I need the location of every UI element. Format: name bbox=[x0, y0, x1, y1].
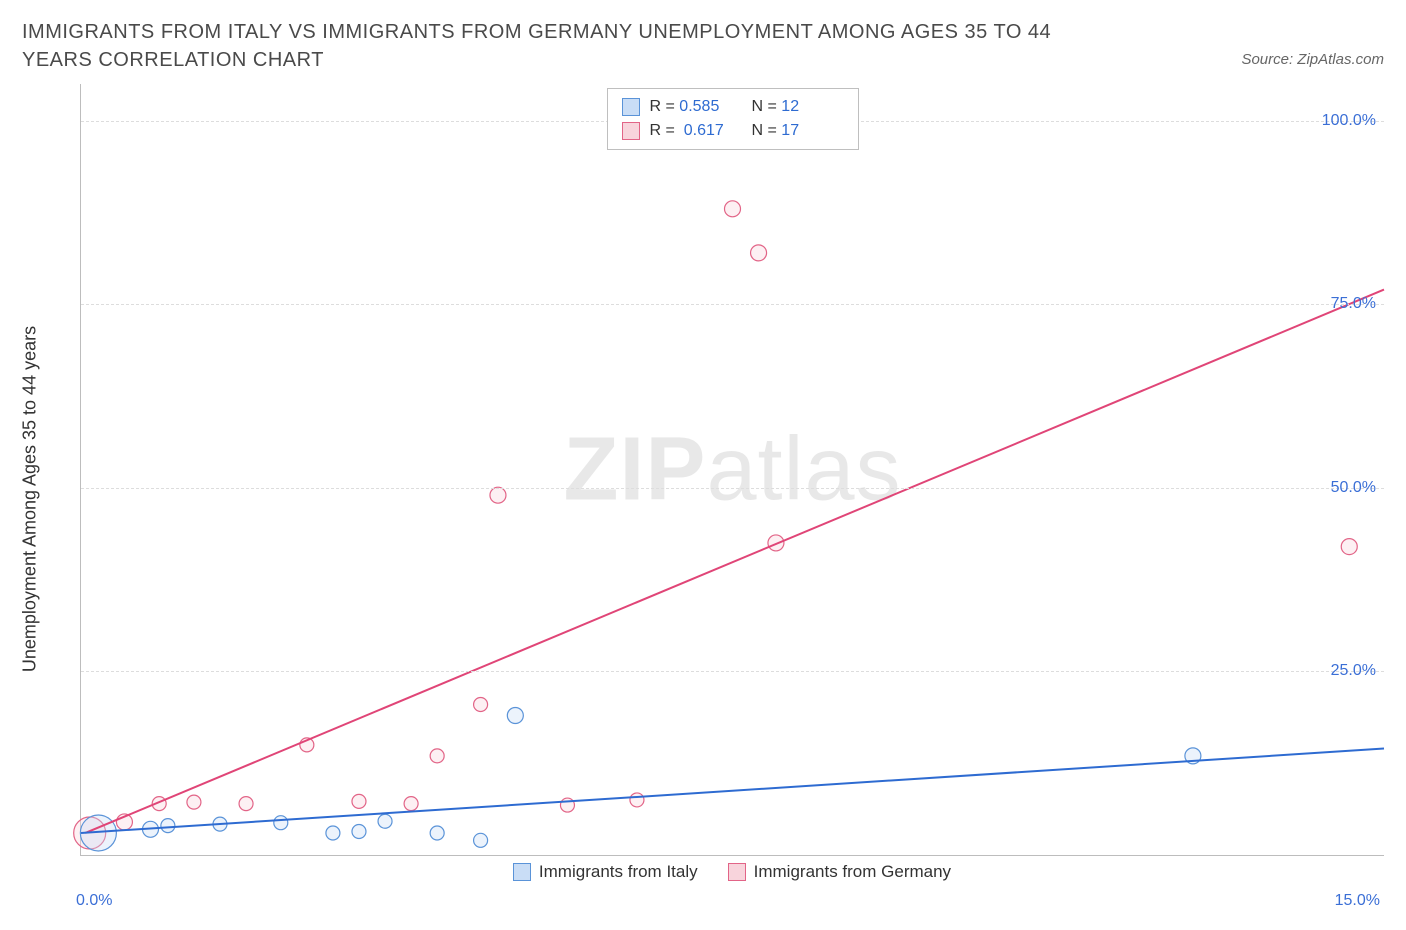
data-point bbox=[326, 826, 340, 840]
n-label: N = bbox=[752, 122, 777, 139]
series-legend: Immigrants from Italy Immigrants from Ge… bbox=[80, 862, 1384, 882]
gridline bbox=[81, 671, 1384, 672]
legend-italy-label: Immigrants from Italy bbox=[539, 862, 698, 882]
data-point bbox=[404, 797, 418, 811]
gridline bbox=[81, 304, 1384, 305]
data-point bbox=[352, 825, 366, 839]
y-tick-label: 25.0% bbox=[1331, 662, 1376, 680]
scatter-svg bbox=[81, 84, 1384, 855]
stats-row-italy: R = 0.585 N = 12 bbox=[622, 95, 844, 119]
gridline bbox=[81, 488, 1384, 489]
data-point bbox=[161, 819, 175, 833]
legend-item-germany: Immigrants from Germany bbox=[728, 862, 951, 882]
data-point bbox=[1341, 539, 1357, 555]
chart-area: Unemployment Among Ages 35 to 44 years Z… bbox=[22, 84, 1384, 914]
germany-r-value: 0.617 bbox=[684, 119, 738, 143]
chart-container: IMMIGRANTS FROM ITALY VS IMMIGRANTS FROM… bbox=[0, 0, 1406, 930]
data-point bbox=[630, 793, 644, 807]
trend-line bbox=[81, 749, 1384, 833]
germany-swatch-icon bbox=[622, 122, 640, 140]
data-point bbox=[474, 697, 488, 711]
data-point bbox=[187, 795, 201, 809]
italy-swatch-icon bbox=[622, 98, 640, 116]
germany-n-value: 17 bbox=[781, 119, 835, 143]
header-row: IMMIGRANTS FROM ITALY VS IMMIGRANTS FROM… bbox=[22, 18, 1384, 74]
y-axis-label: Unemployment Among Ages 35 to 44 years bbox=[20, 326, 41, 672]
n-label: N = bbox=[752, 98, 777, 115]
y-tick-label: 50.0% bbox=[1331, 479, 1376, 497]
italy-n-value: 12 bbox=[781, 95, 835, 119]
data-point bbox=[768, 535, 784, 551]
italy-swatch-icon bbox=[513, 863, 531, 881]
data-point bbox=[378, 814, 392, 828]
data-point bbox=[507, 707, 523, 723]
data-point bbox=[239, 797, 253, 811]
stats-row-germany: R = 0.617 N = 17 bbox=[622, 119, 844, 143]
germany-swatch-icon bbox=[728, 863, 746, 881]
data-point bbox=[352, 794, 366, 808]
data-point bbox=[274, 816, 288, 830]
x-tick-min: 0.0% bbox=[76, 892, 112, 910]
data-point bbox=[725, 201, 741, 217]
correlation-stats-box: R = 0.585 N = 12 R = 0.617 N = 17 bbox=[607, 88, 859, 150]
y-tick-label: 100.0% bbox=[1322, 112, 1376, 130]
plot-region: ZIPatlas R = 0.585 N = 12 R = 0.617 N = … bbox=[80, 84, 1384, 856]
chart-title: IMMIGRANTS FROM ITALY VS IMMIGRANTS FROM… bbox=[22, 18, 1122, 74]
source-attribution: Source: ZipAtlas.com bbox=[1241, 51, 1384, 68]
r-label: R = bbox=[650, 98, 675, 115]
data-point bbox=[430, 826, 444, 840]
x-axis-region: Immigrants from Italy Immigrants from Ge… bbox=[80, 856, 1384, 914]
legend-item-italy: Immigrants from Italy bbox=[513, 862, 698, 882]
italy-r-value: 0.585 bbox=[679, 95, 733, 119]
data-point bbox=[751, 245, 767, 261]
data-point bbox=[474, 833, 488, 847]
data-point bbox=[490, 487, 506, 503]
y-tick-label: 75.0% bbox=[1331, 295, 1376, 313]
x-tick-max: 15.0% bbox=[1335, 892, 1380, 910]
data-point bbox=[430, 749, 444, 763]
r-label: R = bbox=[650, 122, 675, 139]
legend-germany-label: Immigrants from Germany bbox=[754, 862, 951, 882]
